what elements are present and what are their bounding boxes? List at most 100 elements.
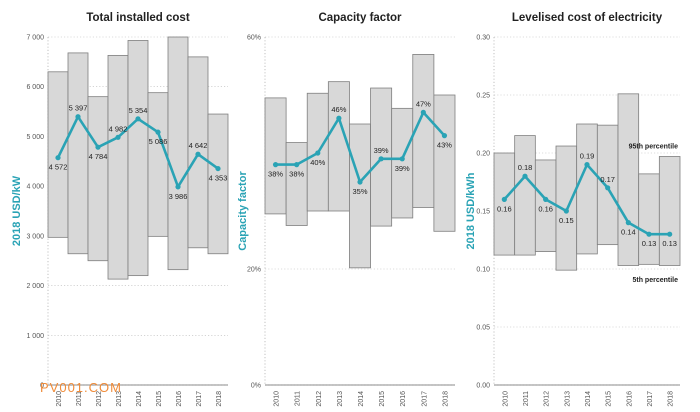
y-tick-label: 60% [247, 35, 261, 42]
x-tick-label: 2015 [606, 391, 613, 407]
data-label: 39% [395, 164, 410, 173]
x-tick-label: 2015 [379, 391, 386, 407]
percentile-band [617, 93, 640, 266]
x-tick-label: 2016 [400, 391, 407, 407]
data-label: 5 397 [69, 104, 88, 113]
percentile-band [433, 94, 456, 232]
y-tick-label: 20% [247, 267, 261, 274]
data-label: 40% [310, 158, 325, 167]
data-point [95, 144, 101, 150]
y-axis-label: 2018 USD/kW [11, 175, 23, 246]
y-tick-label: 1 000 [26, 333, 44, 340]
percentile-band [47, 71, 69, 238]
x-tick-label: 2011 [295, 391, 302, 406]
x-tick-label: 2012 [316, 391, 323, 407]
y-tick-label: 0.00 [476, 383, 490, 390]
x-tick-label: 2013 [116, 391, 123, 407]
y-tick-label: 0.20 [476, 151, 490, 158]
y-axis-label: Capacity factor [237, 171, 249, 251]
data-point [420, 109, 426, 115]
x-tick-label: 2012 [544, 391, 551, 407]
y-tick-label: 0.05 [476, 325, 490, 332]
data-label: 0.18 [518, 163, 533, 172]
percentile-band [285, 142, 308, 226]
chart-panel-3: Levelised cost of electricity 0.00 0.05 0.1… [465, 12, 681, 407]
data-point [75, 114, 81, 120]
percentile-band [67, 52, 89, 255]
x-tick-label: 2015 [156, 391, 163, 407]
data-point [646, 231, 652, 237]
data-label: 0.16 [538, 204, 553, 213]
data-label: 38% [268, 170, 283, 179]
percentile-band [107, 54, 129, 280]
data-point [522, 173, 528, 179]
data-label: 4 572 [49, 163, 68, 172]
x-tick-label: 2013 [337, 391, 344, 407]
y-tick-label: 0.10 [476, 267, 490, 274]
data-label: 0.15 [559, 216, 574, 225]
percentile-band [514, 135, 536, 256]
data-label: 0.13 [662, 239, 677, 248]
x-tick-label: 2014 [585, 391, 592, 407]
percentile-band [638, 173, 660, 265]
data-point [441, 133, 448, 139]
percentile-band [576, 123, 598, 255]
y-tick-label: 7 000 [26, 35, 44, 42]
x-tick-label: 2018 [668, 391, 675, 407]
y-axis-label: 2018 USD/kWh [465, 172, 477, 249]
data-label: 0.14 [621, 228, 636, 237]
percentile-band [658, 156, 681, 266]
data-point [399, 156, 405, 162]
percentile-band [596, 124, 619, 246]
data-point [294, 162, 300, 168]
data-label: 38% [289, 170, 304, 179]
y-tick-label: 0 [40, 383, 44, 390]
data-point [584, 162, 590, 168]
data-point [563, 208, 569, 214]
x-tick-label: 2014 [358, 391, 365, 407]
data-point [605, 185, 611, 191]
x-tick-label: 2016 [626, 391, 633, 407]
x-tick-label: 2016 [176, 391, 183, 407]
x-tick-label: 2010 [274, 391, 281, 407]
data-label: 47% [416, 99, 431, 108]
data-label: 5 086 [149, 137, 168, 146]
x-tick-label: 2017 [196, 391, 203, 407]
data-label: 3 986 [169, 192, 188, 201]
percentile-band [147, 92, 169, 237]
data-label: 4 784 [89, 152, 108, 161]
data-point [315, 150, 321, 156]
percentile-band [87, 96, 109, 262]
y-tick-label: 4 000 [26, 184, 44, 191]
x-tick-label: 2011 [523, 391, 530, 406]
data-point [195, 151, 201, 157]
data-label: 46% [331, 105, 346, 114]
x-tick-label: 2013 [564, 391, 571, 407]
percentile-band [207, 113, 229, 255]
data-label: 0.17 [600, 175, 615, 184]
data-point [336, 115, 342, 121]
percentile-annotation: 5th percentile [632, 277, 678, 284]
x-tick-label: 2014 [136, 391, 143, 407]
watermark: PV001.COM [40, 380, 122, 395]
data-point [378, 156, 384, 162]
data-point [625, 220, 631, 226]
x-tick-label: 2012 [96, 391, 103, 407]
y-tick-label: 2 000 [26, 283, 44, 290]
x-tick-label: 2010 [502, 391, 509, 407]
x-tick-label: 2017 [647, 391, 654, 407]
data-point [272, 162, 279, 168]
chart-title: Capacity factor [318, 12, 402, 24]
percentile-band [127, 40, 149, 277]
data-label: 4 642 [189, 141, 208, 150]
chart-title: Total installed cost [86, 12, 189, 24]
data-label: 4 353 [209, 174, 228, 183]
chart-panel-2: Capacity factor 0% 20% 60% 38% 38% 40% 46% 35% 39… [237, 12, 456, 407]
x-tick-label: 2011 [76, 391, 83, 406]
data-point [501, 196, 507, 202]
data-point [115, 134, 121, 140]
data-point [667, 231, 673, 237]
chart-panel-1: Total installed cost 0 1 000 2 000 3 000 4 00… [11, 12, 229, 407]
x-tick-label: 2018 [442, 391, 449, 407]
